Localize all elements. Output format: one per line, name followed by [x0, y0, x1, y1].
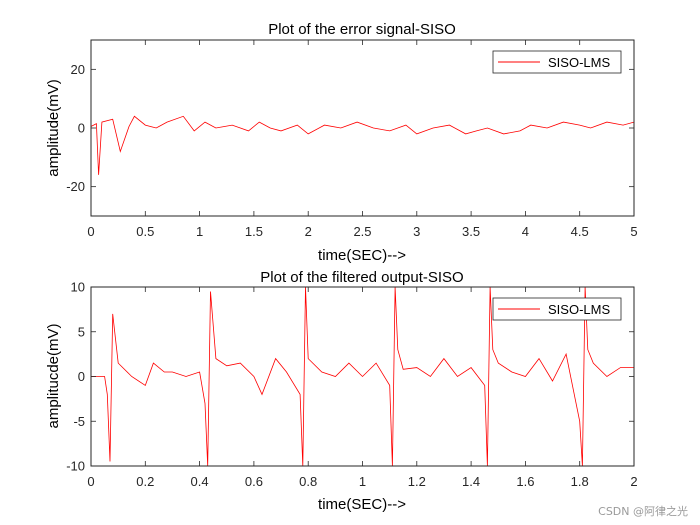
filtered-plot-ylabel: amplitucde(mV) [45, 323, 62, 428]
filtered-ytick-label: -10 [66, 459, 85, 474]
error-ytick-label: 0 [78, 121, 85, 136]
filtered-xtick-label: 1.8 [571, 474, 589, 489]
filtered-plot-legend: SISO-LMS [492, 297, 622, 321]
error-plot-title: Plot of the error signal-SISO [268, 21, 456, 38]
error-plot-legend: SISO-LMS [492, 50, 622, 74]
filtered-xtick-label: 0.2 [136, 474, 154, 489]
error-xtick-label: 3.5 [462, 224, 480, 239]
error-xtick-label: 0 [87, 224, 94, 239]
error-xtick-label: 3 [413, 224, 420, 239]
filtered-ytick-label: 10 [71, 280, 85, 295]
filtered-xtick-label: 1.4 [462, 474, 480, 489]
error-plot-ylabel: amplitude(mV) [45, 79, 62, 177]
filtered-xtick-label: 0.4 [191, 474, 209, 489]
filtered-ytick-label: 0 [78, 369, 85, 384]
error-legend-label: SISO-LMS [548, 55, 610, 70]
error-xtick-label: 5 [630, 224, 637, 239]
filtered-xtick-label: 0 [87, 474, 94, 489]
error-plot-xlabel: time(SEC)--> [318, 247, 406, 264]
error-ytick-label: 20 [71, 62, 85, 77]
error-xtick-label: 2 [305, 224, 312, 239]
error-xtick-label: 1.5 [245, 224, 263, 239]
error-xtick-label: 1 [196, 224, 203, 239]
error-xtick-label: 0.5 [136, 224, 154, 239]
filtered-xtick-label: 2 [630, 474, 637, 489]
filtered-xtick-label: 1.2 [408, 474, 426, 489]
filtered-legend-label: SISO-LMS [548, 302, 610, 317]
filtered-xtick-label: 0.6 [245, 474, 263, 489]
filtered-xtick-label: 1 [359, 474, 366, 489]
error-xtick-label: 4 [522, 224, 529, 239]
filtered-output-subplot: Plot of the filtered output-SISO 0 0.2 0.4… [45, 269, 638, 513]
error-xtick-label: 4.5 [571, 224, 589, 239]
filtered-xtick-label: 1.6 [516, 474, 534, 489]
watermark-text: CSDN @阿律之光 [598, 505, 688, 518]
error-signal-subplot: Plot of the error signal-SISO 0 0.5 1 1.5 2 2… [45, 21, 638, 264]
filtered-ytick-label: 5 [78, 324, 85, 339]
filtered-plot-title: Plot of the filtered output-SISO [260, 269, 463, 286]
filtered-plot-xlabel: time(SEC)--> [318, 496, 406, 513]
filtered-xtick-label: 0.8 [299, 474, 317, 489]
error-xtick-label: 2.5 [353, 224, 371, 239]
error-ytick-label: -20 [66, 179, 85, 194]
filtered-series-line-0 [91, 287, 634, 466]
filtered-ytick-label: -5 [73, 414, 85, 429]
error-series-line-0 [91, 115, 634, 175]
